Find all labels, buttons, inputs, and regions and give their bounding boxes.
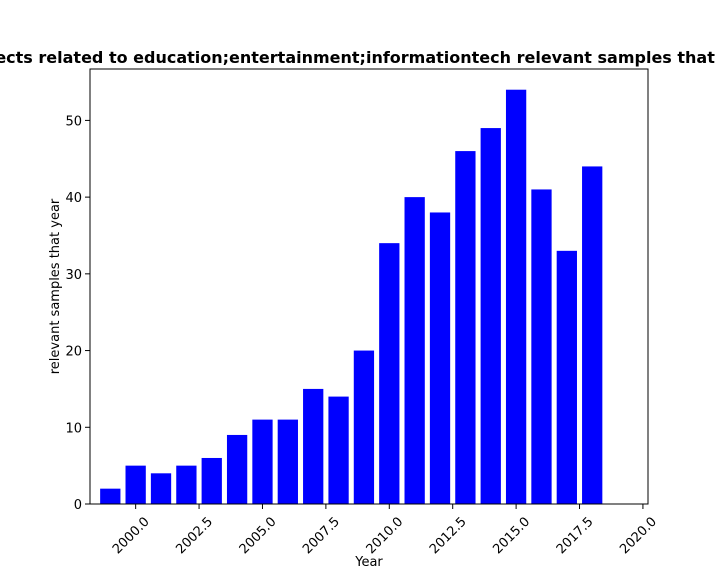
bar-2006	[277, 419, 298, 504]
bar-2008	[328, 396, 349, 504]
x-tick-label: 2007.5	[300, 514, 343, 557]
y-tick-label: 50	[65, 114, 82, 129]
bars-group	[100, 89, 603, 505]
y-tick-label: 30	[65, 268, 82, 283]
x-tick-label: 2010.0	[364, 514, 407, 557]
y-axis-label: relevant samples that year	[48, 198, 63, 374]
y-tick-label: 40	[65, 191, 82, 206]
bar-2000	[125, 465, 146, 504]
bar-2015	[505, 89, 527, 505]
y-axis-ticks: 0 10 20 30 40 50	[65, 114, 90, 513]
x-tick-label: 2012.5	[427, 514, 470, 557]
bar-2007	[303, 388, 324, 504]
bar-2011	[404, 197, 425, 504]
bar-2009	[353, 350, 375, 504]
bar-2004	[226, 434, 248, 504]
bar-2003	[201, 457, 222, 504]
bar-2017	[556, 250, 577, 504]
bar-2012	[429, 212, 451, 504]
bar-2014	[480, 128, 501, 504]
bar-2002	[176, 465, 197, 504]
x-tick-label: 2017.5	[554, 514, 597, 557]
y-tick-label: 0	[74, 498, 82, 513]
bar-2013	[455, 151, 476, 504]
bar-2001	[150, 473, 172, 504]
bar-1999	[100, 488, 121, 504]
bar-2018	[582, 166, 603, 504]
x-tick-label: 2020.0	[617, 514, 660, 557]
x-tick-label: 2000.0	[110, 514, 153, 557]
x-axis-ticks: 2000.0 2002.5 2005.0 2007.5 2010.0 2012.5 2015…	[110, 504, 660, 557]
bar-2010	[379, 243, 400, 504]
x-tick-label: 2002.5	[173, 514, 216, 557]
y-tick-label: 20	[65, 345, 82, 360]
x-axis-label: Year	[354, 555, 383, 570]
bar-2005	[252, 419, 273, 504]
x-tick-label: 2005.0	[237, 514, 280, 557]
x-tick-label: 2015.0	[490, 514, 533, 557]
chart-title: Number of projects related to education;…	[0, 48, 720, 67]
bar-2016	[531, 189, 552, 504]
y-tick-label: 10	[65, 421, 82, 436]
plot-frame	[89, 68, 649, 505]
